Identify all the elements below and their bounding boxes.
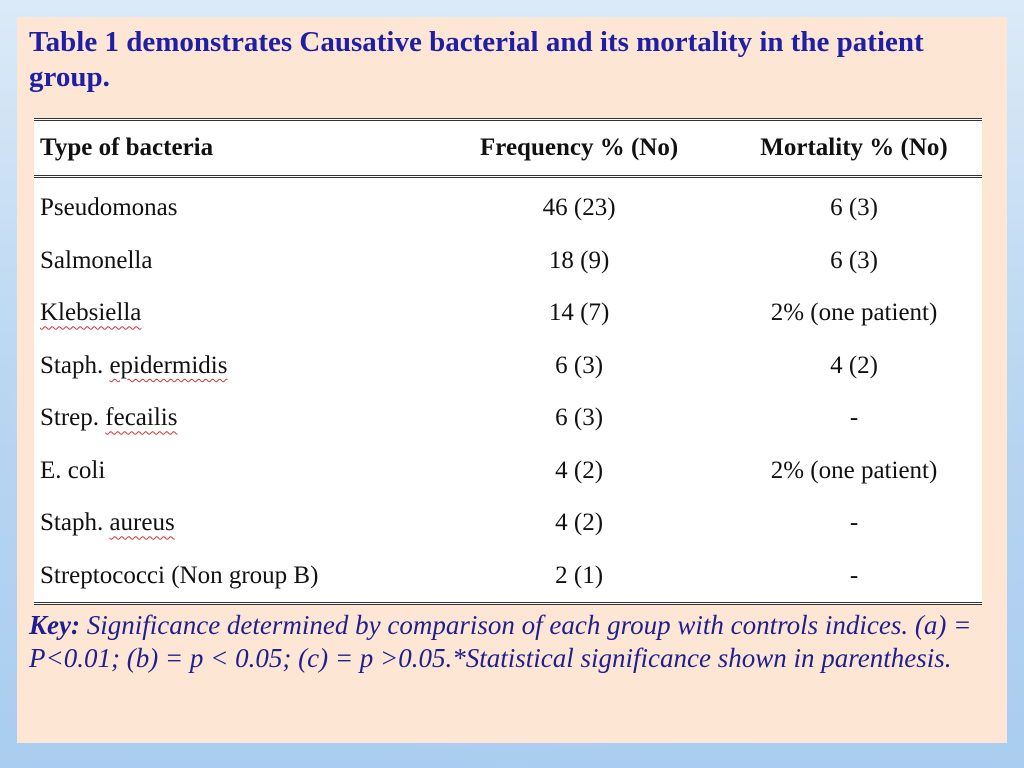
frequency-cell: 46 (23) xyxy=(542,194,616,222)
mortality-cell: - xyxy=(849,509,859,537)
bacteria-name-cell: Staph. epidermidis xyxy=(34,340,432,393)
mortality-cell: 4 (2) xyxy=(830,351,878,379)
frequency-cell: 18 (9) xyxy=(548,246,610,274)
slide-title: Table 1 demonstrates Causative bacterial… xyxy=(29,26,924,93)
table-row: Salmonella 18 (9) 6 (3) xyxy=(34,235,982,288)
bacteria-name-cell: Staph. aureus xyxy=(34,497,432,550)
key-note: Key: Significance determined by comparis… xyxy=(29,609,989,675)
bacteria-name-text: Staph. epidermidis xyxy=(40,351,228,379)
bacteria-name-cell: Salmonella xyxy=(40,246,153,274)
header-frequency: Frequency % (No) xyxy=(432,118,727,178)
table-row: Streptococci (Non group B) 2 (1) - xyxy=(34,549,982,605)
bacteria-name-cell: Pseudomonas xyxy=(40,194,178,222)
bacteria-table-container: Type of bacteria Frequency % (No) Mortal… xyxy=(34,118,982,605)
mortality-cell: - xyxy=(726,549,982,605)
table-header-row: Type of bacteria Frequency % (No) Mortal… xyxy=(34,118,982,178)
header-mortality: Mortality % (No) xyxy=(726,118,982,178)
frequency-cell: 14 (7) xyxy=(548,299,610,327)
frequency-cell: 2 (1) xyxy=(432,549,727,605)
bacteria-name-cell: E. coli xyxy=(40,456,106,484)
frequency-cell: 6 (3) xyxy=(555,351,604,379)
table-row: Strep. fecailis 6 (3) - xyxy=(34,392,982,445)
spellcheck-underlined-text: aureus xyxy=(109,509,175,537)
bacteria-name-text: Strep. fecailis xyxy=(40,404,178,432)
frequency-cell: 6 (3) xyxy=(555,404,604,432)
bacteria-name-text: Staph. aureus xyxy=(40,509,175,537)
mortality-cell: 2% (one patient) xyxy=(770,456,938,484)
spellcheck-underlined-text: epidermidis xyxy=(109,351,228,379)
table-row: Staph. aureus 4 (2) - xyxy=(34,497,982,550)
mortality-cell: - xyxy=(849,404,859,432)
spellcheck-underlined-text: fecailis xyxy=(105,404,178,432)
key-text: Significance determined by comparison of… xyxy=(29,610,972,673)
mortality-cell: 6 (3) xyxy=(830,194,878,222)
bacteria-name-cell: Streptococci (Non group B) xyxy=(34,549,433,605)
mortality-cell: 6 (3) xyxy=(830,246,878,274)
mortality-cell: 2% (one patient) xyxy=(770,299,938,327)
spellcheck-underlined-text: Klebsiella xyxy=(40,299,142,327)
table-row: Klebsiella 14 (7) 2% (one patient) xyxy=(34,287,982,340)
header-type-of-bacteria: Type of bacteria xyxy=(34,118,433,178)
bacteria-table: Type of bacteria Frequency % (No) Mortal… xyxy=(34,118,982,605)
key-label: Key: xyxy=(29,610,80,640)
frequency-cell: 4 (2) xyxy=(555,509,604,537)
content-panel: Table 1 demonstrates Causative bacterial… xyxy=(17,17,1007,743)
bacteria-name-cell: Strep. fecailis xyxy=(34,392,432,445)
table-row: Staph. epidermidis 6 (3) 4 (2) xyxy=(34,340,982,393)
table-row: E. coli 4 (2) 2% (one patient) xyxy=(34,445,982,498)
bacteria-name-cell: Klebsiella xyxy=(34,287,432,340)
frequency-cell: 4 (2) xyxy=(555,456,604,484)
table-row: Pseudomonas 46 (23) 6 (3) xyxy=(34,177,982,235)
